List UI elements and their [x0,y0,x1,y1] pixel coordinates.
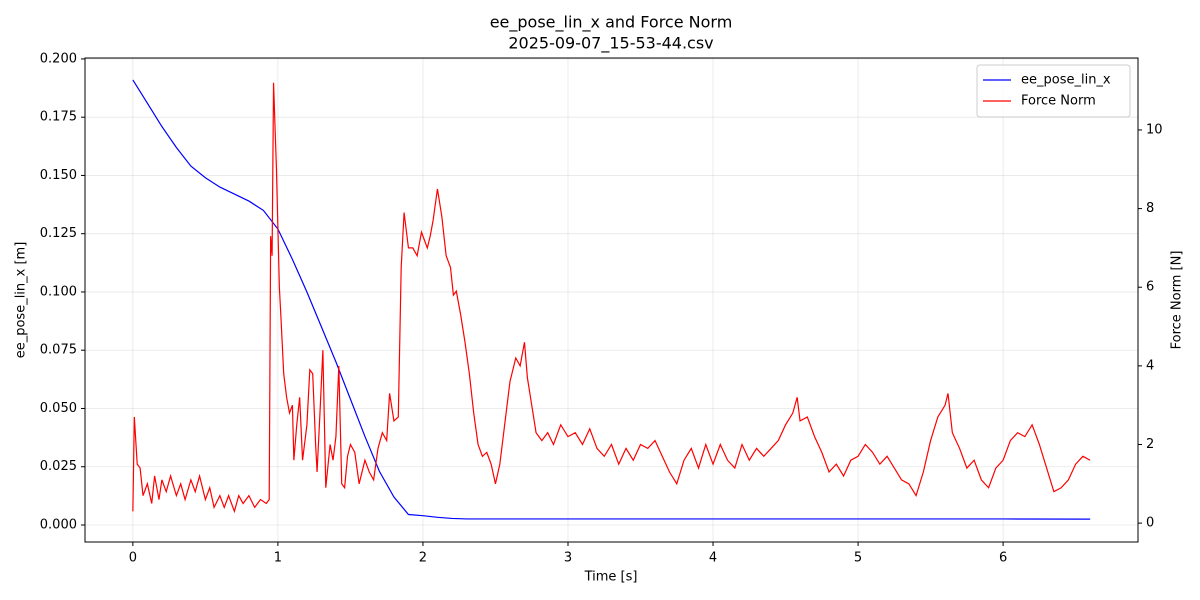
legend-label: ee_pose_lin_x [1021,73,1111,88]
y2-tick-label: 4 [1146,358,1154,373]
y-axis-label: ee_pose_lin_x [m] [14,242,29,359]
x-tick-label: 1 [274,551,282,566]
y-tick-label: 0.025 [40,459,77,474]
y2-tick-label: 8 [1146,201,1154,216]
x-tick-label: 6 [999,551,1007,566]
y-tick-label: 0.100 [40,284,77,299]
y-tick-label: 0.200 [40,51,77,66]
y2-tick-label: 6 [1146,280,1154,295]
y2-tick-label: 10 [1146,122,1163,137]
y-tick-label: 0.000 [40,517,77,532]
x-tick-label: 4 [709,551,717,566]
legend-box [976,64,1131,118]
x-tick-label: 2 [419,551,427,566]
x-tick-label: 5 [854,551,862,566]
y-tick-label: 0.050 [40,401,77,416]
plot-frame [84,57,1139,543]
y2-tick-label: 0 [1146,516,1154,531]
x-axis-label: Time [s] [584,570,638,585]
x-tick-label: 3 [564,551,572,566]
data-line [132,82,1091,514]
legend: ee_pose_lin_x Force Norm [976,64,1131,118]
y2-axis-label: Force Norm [N] [1170,251,1185,350]
y-tick-label: 0.175 [40,110,77,125]
x-tick-label: 0 [129,551,137,566]
y-tick-label: 0.075 [40,343,77,358]
y-tick-label: 0.150 [40,168,77,183]
y2-tick-label: 2 [1146,437,1154,452]
chart-title: ee_pose_lin_x and Force Norm [490,13,733,33]
legend-label: Force Norm [1021,94,1096,109]
chart-subtitle: 2025-09-07_15-53-44.csv [508,34,713,54]
data-line [132,79,1091,520]
y-tick-label: 0.125 [40,226,77,241]
